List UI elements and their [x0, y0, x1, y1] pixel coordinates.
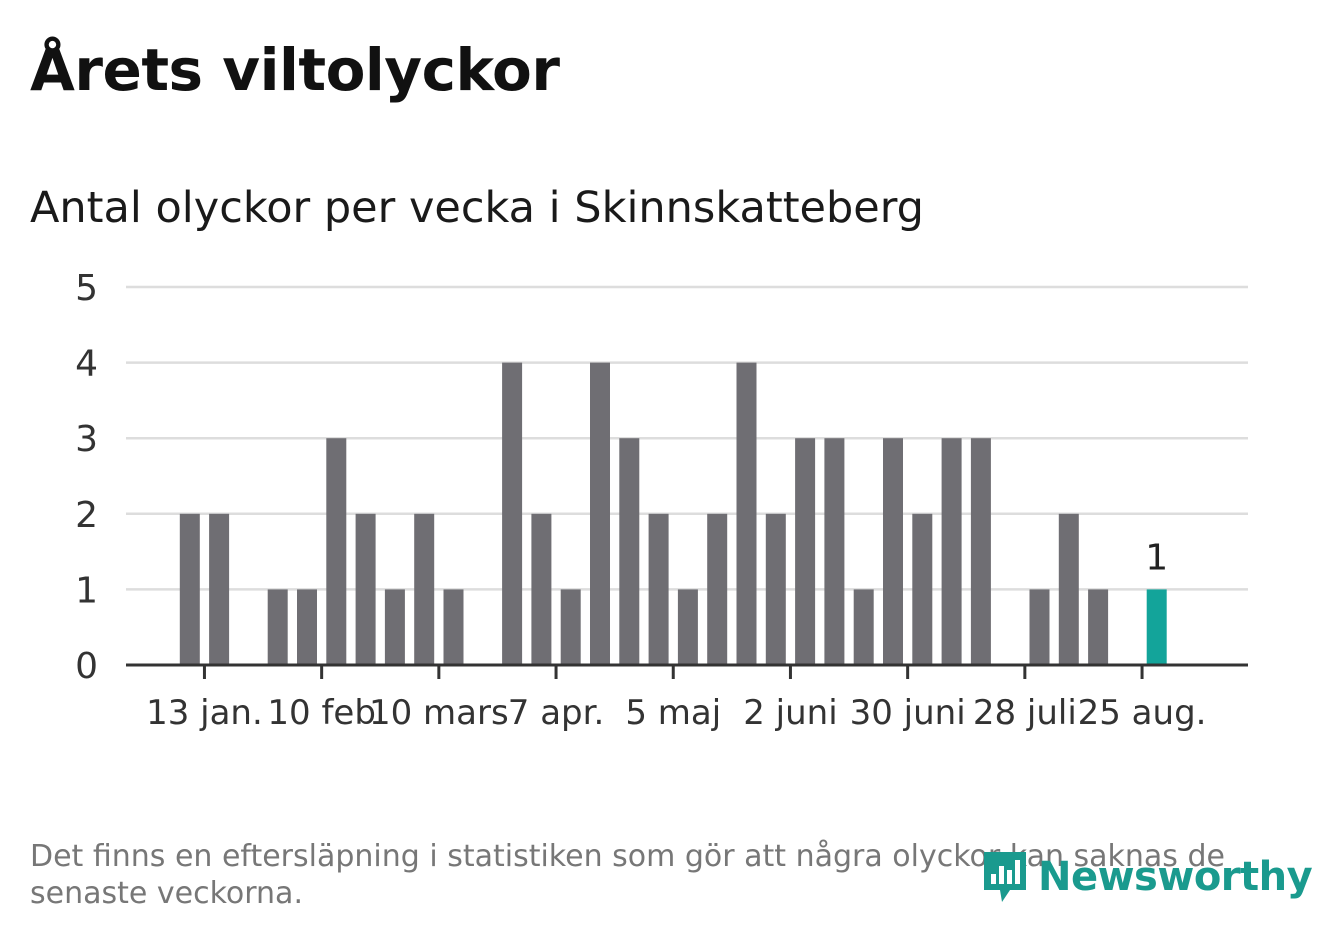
chart-bubble-icon: [984, 852, 1026, 902]
bar: [179, 513, 200, 665]
bar: [1029, 589, 1050, 665]
bar: [824, 438, 845, 665]
x-axis: [126, 663, 1248, 679]
bar: [209, 513, 230, 665]
bar: [267, 589, 288, 665]
bar: [795, 438, 816, 665]
bar: [443, 589, 464, 665]
bar: [414, 513, 435, 665]
y-tick-label: 0: [75, 646, 98, 687]
bar: [560, 589, 581, 665]
data-labels: 1: [1145, 537, 1168, 578]
x-tick-label: 13 jan.: [146, 693, 263, 733]
bar: [677, 589, 698, 665]
y-axis-tick-labels: 0 1 2 3 4 5: [75, 268, 98, 687]
newsworthy-logo: Newsworthy: [980, 848, 1313, 906]
y-tick-label: 2: [75, 495, 98, 536]
bars: [179, 362, 1167, 665]
x-tick-label: 7 apr.: [508, 693, 605, 733]
bar: [502, 362, 523, 665]
logo-text: Newsworthy: [1038, 854, 1313, 900]
bar-highlight: [1146, 589, 1167, 665]
bar: [853, 589, 874, 665]
x-tick-label: 28 juli: [973, 693, 1077, 733]
y-tick-label: 1: [75, 570, 98, 611]
y-tick-label: 4: [75, 344, 98, 385]
data-label: 1: [1145, 537, 1168, 578]
x-tick-label: 30 juni: [850, 693, 966, 733]
bar: [883, 438, 903, 665]
y-tick-label: 5: [75, 268, 98, 309]
chart-title: Årets viltolyckor: [30, 36, 560, 104]
bar: [970, 438, 991, 665]
bar: [1088, 589, 1109, 665]
bar: [297, 589, 317, 665]
chart-subtitle: Antal olyckor per vecka i Skinnskatteber…: [30, 183, 924, 233]
x-tick-label: 2 juni: [743, 693, 837, 733]
x-tick-label: 25 aug.: [1078, 693, 1207, 733]
x-tick-label: 10 feb: [267, 693, 376, 733]
bar: [1058, 513, 1079, 665]
bar: [707, 513, 728, 665]
bar: [736, 362, 757, 665]
bar: [355, 513, 376, 665]
bar: [531, 513, 552, 665]
bar: [326, 438, 347, 665]
x-tick-label: 10 mars: [369, 693, 509, 733]
y-tick-label: 3: [75, 419, 98, 460]
bar: [619, 438, 640, 665]
bar: [590, 362, 610, 665]
bar: [941, 438, 962, 665]
bar: [384, 589, 405, 665]
bar: [648, 513, 669, 665]
bar: [765, 513, 786, 665]
bar: [912, 513, 933, 665]
x-tick-label: 5 maj: [625, 693, 721, 733]
gridlines: [126, 285, 1248, 591]
